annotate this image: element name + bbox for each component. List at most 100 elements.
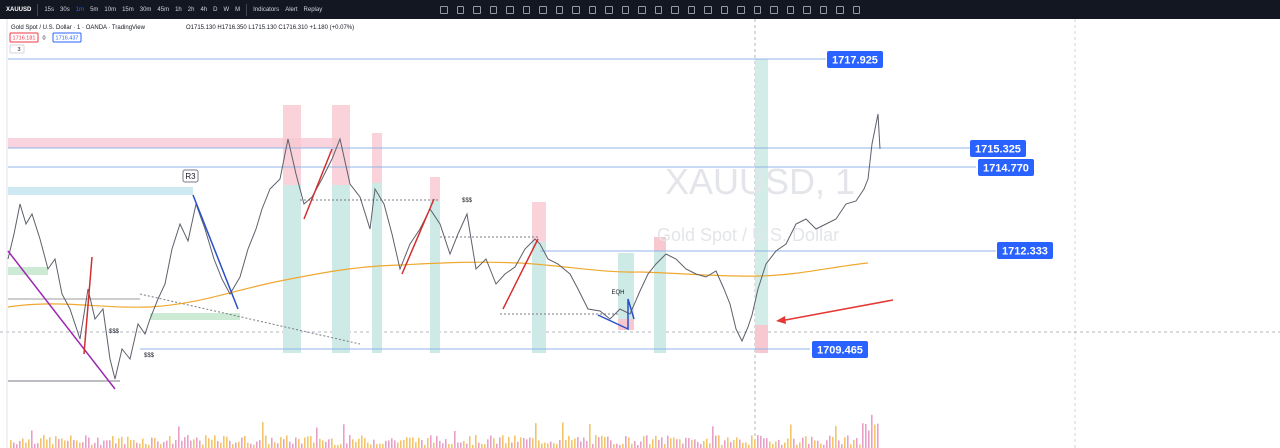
volume-bar [499,437,501,448]
volume-bar [517,441,519,448]
volume-bar [421,440,423,448]
volume-bar [622,443,624,448]
volume-bar [277,443,279,448]
interval-button[interactable]: 30s [60,6,70,13]
interval-button[interactable]: 15s [44,6,55,13]
volume-bar [454,430,456,448]
zone-teal [430,201,440,353]
volume-bar [331,438,333,448]
bullish-leg [83,256,93,355]
volume-bar [130,440,132,448]
interval-button[interactable]: D [213,6,218,13]
collapse-button[interactable] [9,44,25,54]
volume-bar [73,440,75,448]
liquidity-label: $$$ [462,198,473,204]
drawing-tool-button[interactable] [836,5,844,14]
interval-button[interactable]: W [223,6,230,13]
volume-bar [553,443,555,448]
interval-button[interactable]: 15m [122,6,134,13]
drawing-tool-button[interactable] [588,5,596,14]
drawing-tool-button[interactable] [456,5,464,14]
interval-button[interactable]: 5m [90,6,99,13]
volume-bar [214,435,216,448]
drawing-tool-button[interactable] [819,5,827,14]
price-levels [8,58,996,382]
interval-button[interactable]: 4h [200,6,208,13]
volume-bar [571,440,573,448]
demand-zone [150,313,240,320]
drawing-tool-button[interactable] [770,5,778,14]
volume-bar [730,442,732,448]
drawing-tool-button[interactable] [440,5,448,14]
volume-bar [787,438,789,448]
drawing-tool-button[interactable] [489,5,497,14]
interval-button[interactable]: 30m [139,6,152,13]
drawing-tool-button[interactable] [803,5,811,14]
bearish-leg [7,250,116,390]
drawing-tool-button[interactable] [786,5,794,14]
volume-bar [847,435,849,448]
volume-bar [406,437,408,448]
drawing-tool-button[interactable] [621,5,629,14]
drawing-tool-button[interactable] [605,5,613,14]
volume-bar [559,439,561,448]
volume-bar [205,435,207,448]
indicators-button[interactable]: Indicators [253,6,280,13]
volume-bar [802,437,804,448]
volume-bar [523,437,525,448]
drawing-tool-button[interactable] [572,5,580,14]
volume-bar [142,438,144,448]
volume-bar [607,436,609,448]
drawing-tool-button[interactable] [753,5,761,14]
drawing-tool-button[interactable] [737,5,745,14]
price-label-box [827,51,883,68]
price-label-box [978,159,1034,176]
volume-bar [583,437,585,448]
volume-bar [871,414,873,448]
volume-bar [82,442,84,448]
volume-bar [778,439,780,448]
drawing-tool-button[interactable] [720,5,728,14]
drawing-tool-button[interactable] [671,5,679,14]
volume-bar [526,439,528,448]
drawing-tool-button[interactable] [704,5,712,14]
volume-bar [712,426,714,448]
volume-bar [298,438,300,448]
volume-bar [232,444,234,448]
drawing-tool-button[interactable] [506,5,514,14]
volume-bar [649,444,651,448]
volume-bar [31,430,33,448]
interval-button[interactable]: 45m [157,6,170,13]
ohlc-legend: O1715.130 H1716.350 L1715.130 C1716.310 … [186,25,354,31]
interval-button[interactable]: 10m [104,6,117,13]
volume-bar [337,444,339,448]
drawing-tool-button[interactable] [473,5,481,14]
symbol-button[interactable]: XAUUSD [6,6,32,13]
drawing-tool-button[interactable] [555,5,563,14]
drawing-tool-button[interactable] [852,5,860,14]
volume-bar [40,438,42,448]
volume-bar [313,442,315,448]
drawing-tool-button[interactable] [638,5,646,14]
drawing-tool-button[interactable] [687,5,695,14]
drawing-tool-button[interactable] [522,5,530,14]
interval-button[interactable]: 2h [187,6,195,13]
volume-bar [43,435,45,448]
volume-bar [376,444,378,448]
volume-bar [796,444,798,448]
drawing-tool-button[interactable] [654,5,662,14]
interval-button[interactable]: 1h [175,6,182,13]
volume-bar [625,435,627,448]
volume-bar [769,441,771,448]
volume-bar [691,439,693,448]
volume-bar [751,435,753,448]
price-label-box [970,140,1026,157]
drawing-tool-button[interactable] [539,5,547,14]
alert-button[interactable]: Alert [285,6,298,13]
replay-button[interactable]: Replay [303,6,323,13]
interval-button[interactable]: M [235,6,241,13]
interval-button[interactable]: 1m [75,6,85,13]
volume-bar [430,435,432,448]
volume-bar [841,444,843,448]
volume-bar [742,442,744,448]
